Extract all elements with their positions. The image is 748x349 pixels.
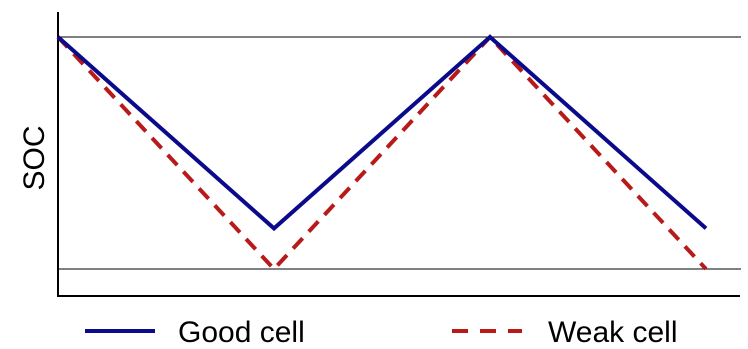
legend-label-weak-cell: Weak cell <box>548 316 678 349</box>
legend-item-good-cell: Good cell <box>85 316 305 349</box>
y-axis-label: SOC <box>18 125 51 190</box>
legend-label-good-cell: Good cell <box>178 316 305 349</box>
series-line-weak-cell <box>56 34 708 272</box>
series-layer <box>56 34 708 272</box>
legend-item-weak-cell: Weak cell <box>452 316 678 349</box>
reference-lines <box>58 36 741 270</box>
legend: Good cell Weak cell <box>85 316 678 349</box>
series-line-good-cell <box>56 34 708 232</box>
